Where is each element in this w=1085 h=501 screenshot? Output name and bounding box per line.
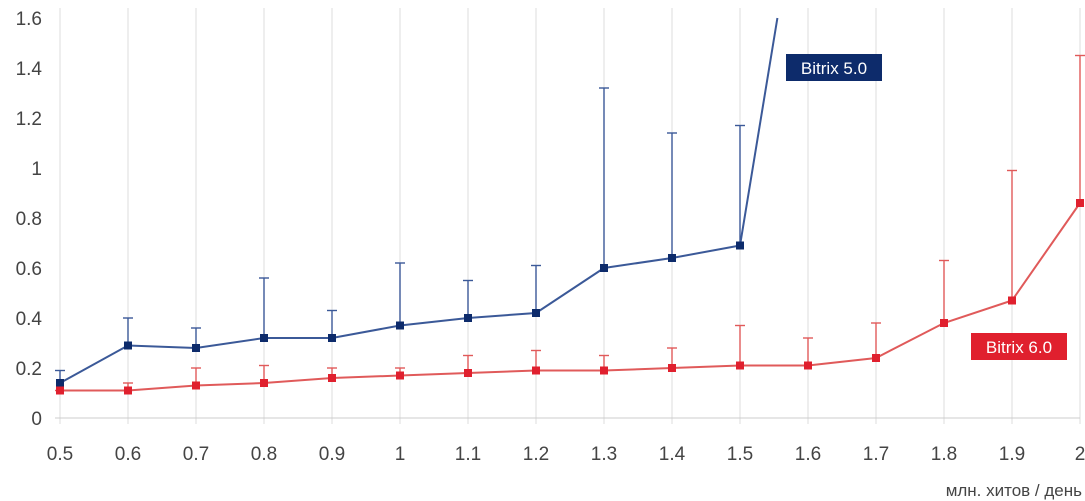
x-tick-label: 1.7: [863, 444, 889, 465]
data-point: [532, 309, 540, 317]
y-tick-label: 0.4: [16, 309, 43, 330]
data-point: [260, 334, 268, 342]
data-point: [940, 319, 948, 327]
series-labels: Bitrix 5.0 Bitrix 6.0: [786, 54, 1067, 360]
x-tick-label: 1: [395, 444, 406, 465]
y-tick-label: 1.6: [16, 9, 42, 30]
series-label-box: [786, 54, 882, 81]
data-point: [872, 354, 880, 362]
x-axis-label: млн. хитов / день: [946, 481, 1082, 500]
data-point: [1076, 199, 1084, 207]
series-line: [59, 17, 779, 384]
data-point: [396, 321, 404, 330]
data-point: [1008, 296, 1016, 305]
y-tick-label: 0: [31, 409, 42, 430]
data-point: [668, 254, 676, 262]
x-tick-label: 1.3: [591, 444, 617, 465]
y-tick-label: 0.2: [16, 359, 42, 380]
data-point: [124, 341, 132, 350]
y-axis: 0 0.2 0.4 0.6 0.8 1 1.2 1.4 1.6: [16, 9, 43, 430]
series-1: [55, 17, 779, 387]
data-point: [464, 369, 472, 377]
data-point: [804, 361, 812, 370]
x-tick-label: 0.7: [183, 444, 209, 465]
x-tick-label: 1.2: [523, 444, 549, 465]
x-tick-label: 0.5: [47, 444, 73, 465]
x-tick-label: 0.8: [251, 444, 277, 465]
y-tick-label: 1: [31, 159, 42, 180]
data-point: [192, 344, 200, 352]
series-label-1: Bitrix 5.0: [786, 54, 882, 81]
y-tick-label: 0.6: [16, 259, 42, 280]
data-point: [600, 366, 608, 375]
series-label-text: Bitrix 5.0: [801, 59, 867, 78]
series-label-text: Bitrix 6.0: [986, 338, 1052, 357]
y-tick-label: 1.2: [16, 109, 42, 130]
data-point: [328, 334, 336, 342]
x-tick-label: 1.5: [727, 444, 753, 465]
data-point: [396, 371, 404, 380]
data-point: [736, 361, 744, 370]
y-tick-label: 0.8: [16, 209, 42, 230]
x-tick-label: 1.6: [795, 444, 821, 465]
data-point: [736, 241, 744, 250]
series-2: [55, 54, 1085, 395]
data-point: [328, 374, 336, 382]
data-point: [56, 386, 64, 395]
data-point: [532, 366, 540, 375]
x-tick-label: 0.6: [115, 444, 141, 465]
data-point: [192, 381, 200, 390]
grid-lines: [55, 8, 1081, 424]
x-tick-label: 0.9: [319, 444, 345, 465]
series-layer: [55, 17, 1085, 395]
x-tick-label: 1.8: [931, 444, 957, 465]
data-point: [600, 264, 608, 272]
data-point: [260, 379, 268, 387]
x-tick-label: 2: [1075, 444, 1085, 465]
data-point: [124, 386, 132, 395]
data-point: [668, 364, 676, 372]
x-tick-label: 1.4: [659, 444, 686, 465]
x-tick-label: 1.1: [455, 444, 481, 465]
series-line: [60, 202, 1081, 392]
x-axis: 0.5 0.6 0.7 0.8 0.9 1 1.1 1.2 1.3 1.4 1.5 1.6 1.7 1.8…: [47, 444, 1085, 465]
data-point: [464, 314, 472, 322]
series-label-box: [971, 333, 1067, 360]
y-tick-label: 1.4: [16, 59, 43, 80]
series-label-2: Bitrix 6.0: [971, 333, 1067, 360]
x-tick-label: 1.9: [999, 444, 1025, 465]
data-point: [56, 379, 64, 387]
